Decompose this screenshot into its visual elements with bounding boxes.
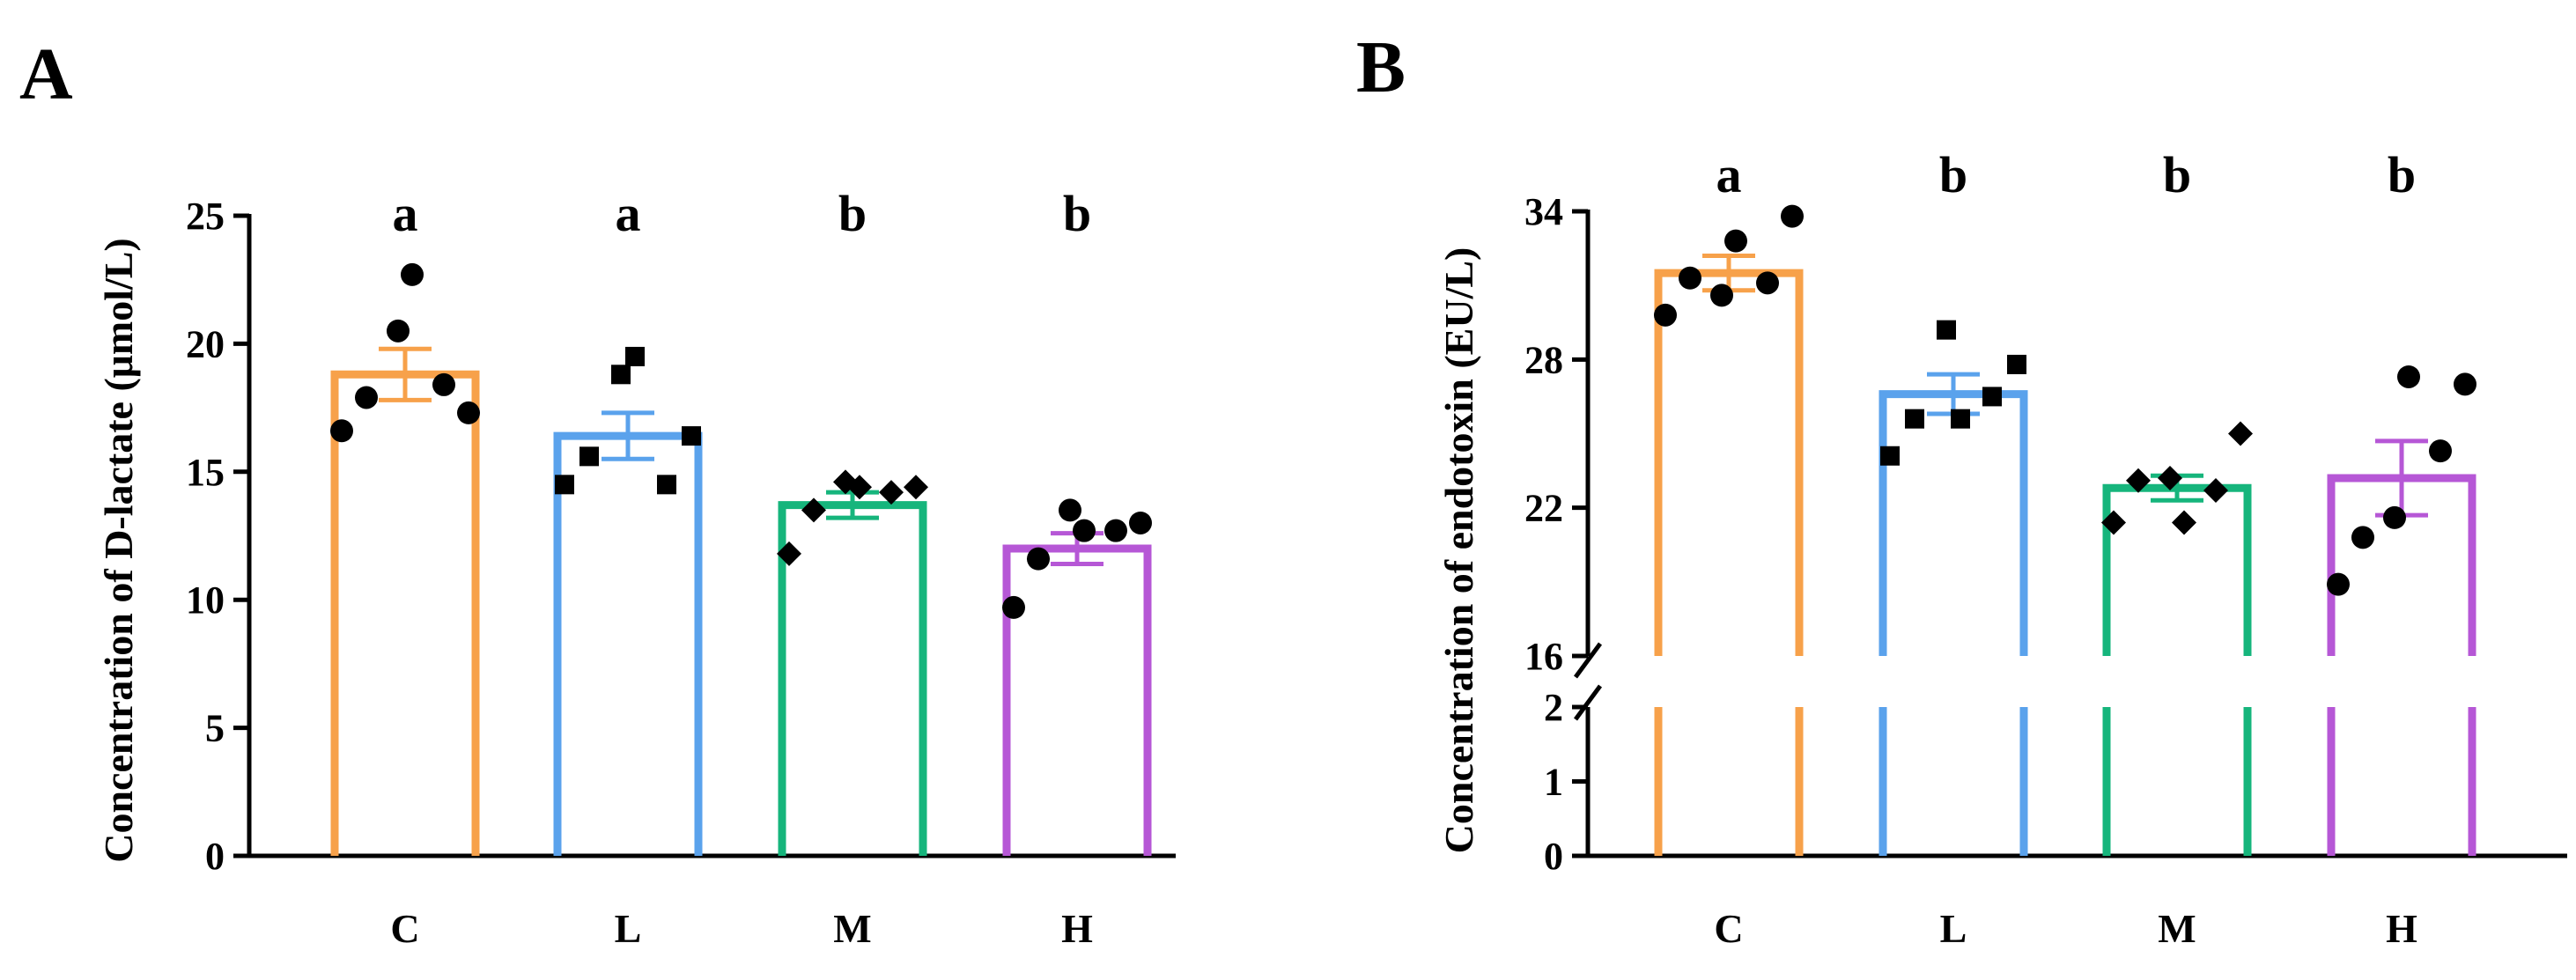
panel-b-sig-letter-c: a [1716, 146, 1742, 203]
panel-b-bar-upper-m [2102, 483, 2252, 656]
panel-0-point-c-4 [457, 401, 480, 424]
panel-b-y-tick-label-28: 28 [1524, 338, 1563, 381]
panel-b-point-l-5 [1937, 320, 1956, 340]
panel-0-point-c-6 [401, 262, 424, 286]
panel-0-bar-l [553, 431, 703, 856]
panel-0-point-c-5 [387, 319, 410, 343]
panel-b-point-l-2 [1905, 409, 1924, 429]
panel-b-point-m-2 [2126, 468, 2151, 493]
panel-a-y-tick-label-15: 15 [186, 451, 225, 494]
panel-b-axis-break-lower [1573, 684, 1603, 721]
panel-b-point-h-4 [2454, 372, 2476, 396]
panel-b-x-tick-c: C [1714, 906, 1743, 951]
panel-a-y-tick-label-10: 10 [186, 578, 225, 622]
panel-b-point-h-1 [2327, 572, 2350, 596]
panel-b-x-tick-l: L [1940, 906, 1967, 951]
panel-b-x-tick-m: M [2158, 906, 2196, 951]
panel-0-point-l-2 [579, 446, 599, 467]
panel-0-point-l-4 [682, 426, 701, 446]
panel-b-y-tick-label-low-0: 0 [1544, 835, 1563, 878]
panel-b-y-tick-label-22: 22 [1524, 487, 1563, 530]
panel-0-bar-h [1002, 544, 1152, 856]
panel-0-point-m-1 [777, 541, 801, 566]
panel-0-point-l-6 [625, 346, 645, 366]
panel-0-point-c-1 [330, 419, 353, 443]
panel-b-letter: B [1356, 26, 1406, 108]
panel-0-point-m-4 [904, 475, 928, 500]
panel-0-x-tick-l: L [615, 906, 642, 951]
panel-b-point-m-3 [2203, 478, 2228, 504]
panel-0-sig-letter-m: b [838, 185, 867, 242]
panel-b-point-h-3 [2429, 439, 2452, 463]
panel-0-point-m-3 [879, 480, 904, 505]
panel-b-point-l-1 [1880, 446, 1900, 466]
panel-b-point-m-6 [2172, 510, 2196, 535]
panel-b: B Concentration of endotoxin (EU/L) 1622… [1356, 26, 2567, 951]
panel-0-bar-m [778, 501, 927, 856]
panel-0-point-l-3 [657, 475, 676, 495]
panel-b-point-c-1 [1654, 303, 1677, 327]
panel-b-point-c-4 [1781, 204, 1804, 228]
panel-b-point-l-4 [2007, 354, 2026, 374]
panel-a-y-axis-title: Concentration of D-lactate (μmol/L) [96, 238, 141, 863]
panel-0-point-l-1 [555, 475, 574, 495]
panel-0-point-h-2 [1027, 547, 1050, 571]
panel-b-y-tick-label-low-2: 2 [1544, 686, 1563, 729]
panel-b-x-tick-h: H [2386, 906, 2417, 951]
panel-0-point-h-1 [1002, 595, 1025, 619]
panel-a: A Concentration of D-lactate (μmol/L) 0 5… [19, 33, 1176, 951]
panel-b-point-l-6 [1951, 409, 1970, 429]
panel-0-point-c-2 [355, 386, 378, 409]
panel-0-point-h-3 [1104, 519, 1127, 542]
panel-b-point-h-2 [2351, 526, 2374, 549]
panel-0-bar-c [330, 370, 480, 856]
panel-a-letter: A [19, 33, 73, 115]
panel-b-point-c-5 [1710, 284, 1733, 307]
panel-b-point-l-3 [1982, 387, 2002, 407]
panel-b-sig-letter-m: b [2163, 146, 2191, 203]
panel-0-sig-letter-c: a [393, 185, 418, 242]
panel-0-sig-letter-l: a [616, 185, 641, 242]
panel-b-axis-break-upper [1573, 642, 1603, 679]
panel-0-sig-letter-h: b [1063, 185, 1091, 242]
panel-0-point-l-5 [611, 365, 631, 385]
panel-b-y-tick-label-low-1: 1 [1544, 761, 1563, 804]
panel-b-y-tick-label-34: 34 [1524, 190, 1563, 233]
panel-b-point-c-2 [1679, 266, 1701, 290]
panel-b-sig-letter-l: b [1939, 146, 1967, 203]
panel-b-point-m-4 [2228, 421, 2253, 446]
panel-b-y-axis-title: Concentration of endotoxin (EU/L) [1436, 247, 1481, 854]
panel-a-y-tick-label-20: 20 [186, 322, 225, 365]
panel-b-bar-upper-c [1654, 269, 1804, 656]
panel-b-point-m-5 [2158, 466, 2182, 490]
panel-b-point-h-5 [2383, 505, 2406, 529]
panel-b-y-tick-label-16: 16 [1524, 635, 1563, 678]
panel-a-y-tick-label-25: 25 [186, 195, 225, 238]
panel-0-x-tick-c: C [390, 906, 419, 951]
panel-b-point-c-3 [1756, 271, 1779, 295]
panel-a-y-tick-label-5: 5 [205, 707, 225, 750]
panel-a-y-tick-label-0: 0 [205, 835, 225, 878]
panel-0-point-c-3 [432, 372, 455, 396]
panel-b-sig-letter-h: b [2388, 146, 2416, 203]
panel-0-point-h-4 [1129, 511, 1152, 534]
panel-0-point-m-2 [801, 497, 826, 523]
panel-0-point-h-6 [1073, 519, 1096, 542]
panel-0-point-h-5 [1059, 498, 1081, 522]
panel-0-x-tick-m: M [833, 906, 871, 951]
panel-b-point-m-1 [2101, 510, 2126, 535]
panel-b-point-h-6 [2397, 365, 2420, 388]
panel-0-x-tick-h: H [1061, 906, 1093, 951]
panel-b-point-c-6 [1724, 229, 1747, 253]
panel-0-point-m-6 [847, 475, 872, 500]
panel-b-bar-upper-l [1878, 390, 2028, 656]
